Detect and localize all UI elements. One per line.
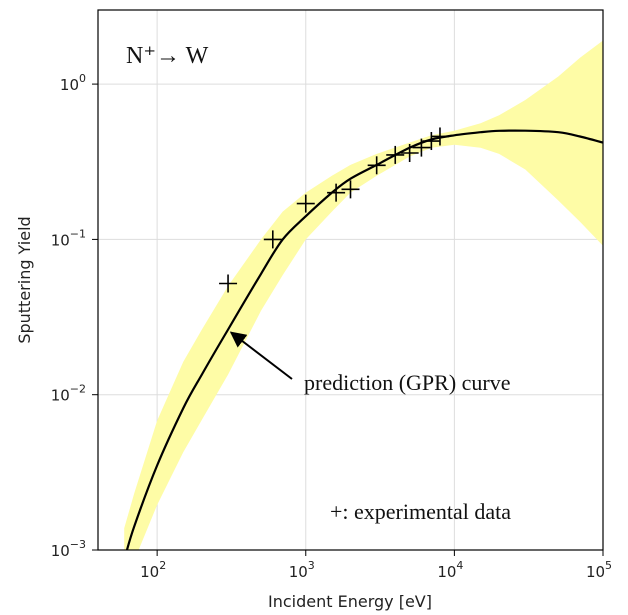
experimental-point [263,230,282,249]
experimental-point [341,180,360,199]
y-tick-label: 10−2 [51,383,86,405]
experimental-points-layer [219,127,449,293]
experimental-point [367,156,386,175]
experimental-point [422,132,441,151]
plot-frame [97,9,604,551]
experimental-data-legend: +: experimental data [330,499,511,524]
experimental-point [386,145,405,164]
experimental-point [400,144,419,163]
x-axis-label: Incident Energy [eV] [268,592,432,611]
x-tick-label: 104 [437,559,463,581]
experimental-point [219,274,238,293]
x-tick-label: 105 [586,559,612,581]
experimental-point [412,138,431,157]
experimental-point [430,127,449,146]
prediction-curve [125,129,603,550]
experimental-point [296,194,315,213]
uncertainty-band [124,40,603,550]
y-tick-label: 10−3 [51,538,86,560]
y-tick-label: 100 [60,72,86,94]
experimental-point [327,183,346,202]
chart-title: N⁺→ W [126,43,209,69]
x-tick-label: 103 [289,559,315,581]
uncertainty-band-layer [124,40,603,550]
x-tick-label: 102 [140,559,166,581]
annotation-arrow [229,331,293,380]
prediction-curve-layer [125,129,603,550]
prediction-curve-annotation: prediction (GPR) curve [304,370,511,395]
y-axis-label: Sputtering Yield [15,216,34,343]
y-tick-label: 10−1 [51,227,86,249]
